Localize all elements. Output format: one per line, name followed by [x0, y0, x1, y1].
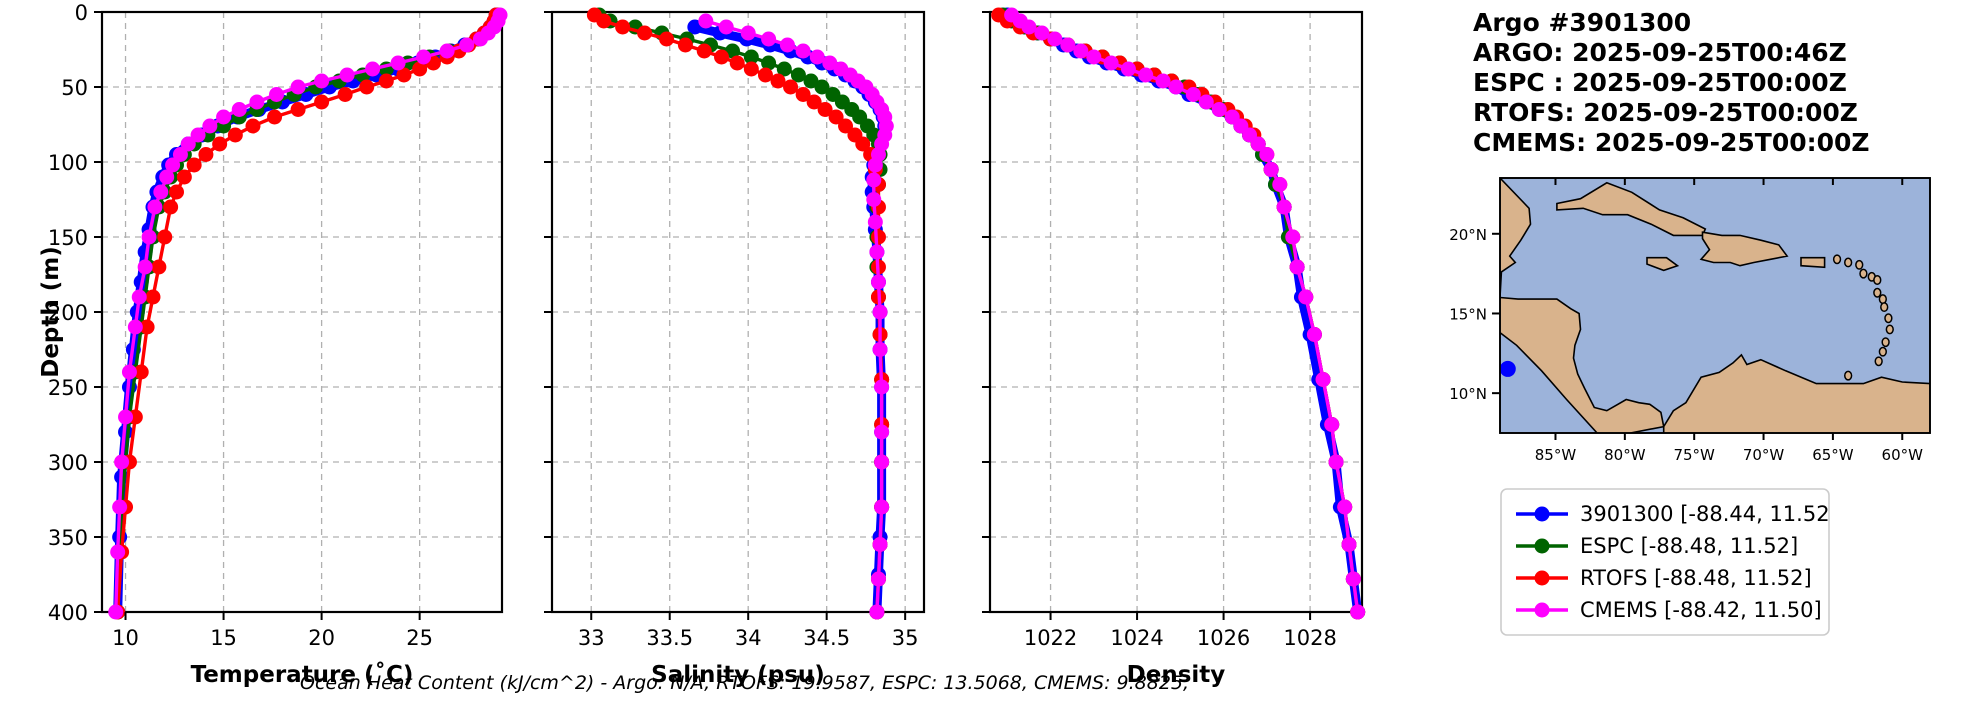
- legend-svg: 3901300 [-88.44, 11.52] ESPC [-88.48, 11.…: [1500, 488, 1830, 636]
- series-CMEMS: [698, 13, 894, 620]
- density-panel: 1022 1024 1026 1028 Density: [960, 0, 1380, 710]
- series-3901300: [110, 7, 504, 620]
- x-tick-label: 33.5: [646, 626, 693, 650]
- y-tick-label: 400: [48, 601, 88, 625]
- map-svg: 85°W 80°W 75°W 70°W 65°W 60°W 20°N 15°N 10°N: [1450, 177, 1931, 464]
- y-tick-label: 150: [48, 226, 88, 250]
- map-lon-tick: 80°W: [1604, 446, 1646, 464]
- map-landmasses: [1500, 178, 1930, 433]
- map-lon-tick: 65°W: [1812, 446, 1854, 464]
- series-ESPC: [591, 7, 890, 620]
- x-tick-label: 20: [308, 626, 335, 650]
- y-axis-title: Depth (m): [40, 246, 64, 378]
- float-location-marker[interactable]: [1499, 360, 1516, 377]
- x-axis-title: Density: [1127, 662, 1226, 688]
- legend-item-espc[interactable]: ESPC [-88.48, 11.52]: [1516, 534, 1798, 558]
- y-tick-label: 200: [48, 301, 88, 325]
- x-tick-label: 34.5: [803, 626, 850, 650]
- map-lon-tick: 70°W: [1743, 446, 1785, 464]
- ocean-heat-content-caption: Ocean Heat Content (kJ/cm^2) - Argo: N/A…: [300, 672, 1189, 694]
- y-tick-label: 300: [48, 451, 88, 475]
- legend-item-rtofs[interactable]: RTOFS [-88.48, 11.52]: [1516, 566, 1812, 590]
- header-line-3: RTOFS: 2025-09-25T00:00Z: [1473, 98, 1858, 127]
- header-line-1: ARGO: 2025-09-25T00:46Z: [1473, 38, 1847, 67]
- header-line-2: ESPC : 2025-09-25T00:00Z: [1473, 68, 1847, 97]
- temperature-profile-svg: 10 15 20 25050100150200250300350400Temperat…: [40, 1, 508, 688]
- x-tick-label: 10: [112, 626, 139, 650]
- header-block: Argo #3901300 ARGO: 2025-09-25T00:46Z ESPC…: [1473, 8, 1870, 158]
- map-lon-tick: 75°W: [1673, 446, 1715, 464]
- x-axis-title: Temperature (˚C): [191, 661, 414, 688]
- x-axis-title: Salinity (psu): [651, 662, 825, 688]
- caption-text: Ocean Heat Content (kJ/cm^2) - Argo: N/A…: [300, 672, 1190, 694]
- x-tick-label: 33: [578, 626, 605, 650]
- map-lat-tick: 20°N: [1450, 226, 1487, 244]
- y-tick-label: 350: [48, 526, 88, 550]
- salinity-profile-svg: 33 33.5 34 34.5 35 Salinity (psu): [544, 7, 926, 688]
- series-CMEMS: [1004, 7, 1366, 620]
- y-tick-label: 250: [48, 376, 88, 400]
- map-lon-tick: 85°W: [1535, 446, 1577, 464]
- header-line-0: Argo #3901300: [1473, 8, 1692, 37]
- legend-item-cmems[interactable]: CMEMS [-88.42, 11.50]: [1516, 598, 1822, 622]
- x-tick-label: 35: [892, 626, 919, 650]
- y-tick-label: 0: [75, 1, 88, 25]
- legend-item-label: 3901300 [-88.44, 11.52]: [1580, 502, 1830, 526]
- x-tick-label: 25: [406, 626, 433, 650]
- temperature-panel: 10 15 20 25 0 50 100 150 200 250 300 350 400 Temperat…: [40, 0, 520, 710]
- series-CMEMS: [108, 7, 508, 620]
- legend-box: [1500, 488, 1830, 636]
- series-legend: 3901300 [-88.44, 11.52] ESPC [-88.48, 11.…: [1500, 488, 1830, 636]
- x-tick-label: 1024: [1110, 626, 1163, 650]
- map-lesser-antilles: [1832, 254, 1894, 381]
- legend-item-label: CMEMS [-88.42, 11.50]: [1580, 598, 1822, 622]
- legend-item-label: RTOFS [-88.48, 11.52]: [1580, 566, 1812, 590]
- location-map: 85°W 80°W 75°W 70°W 65°W 60°W 20°N 15°N 10°N: [1450, 172, 1950, 488]
- salinity-panel: 33 33.5 34 34.5 35 Salinity (psu): [522, 0, 942, 710]
- map-lat-tick: 15°N: [1450, 305, 1487, 323]
- legend-item-argo[interactable]: 3901300 [-88.44, 11.52]: [1516, 502, 1830, 526]
- series-3901300: [687, 19, 893, 620]
- x-tick-label: 1028: [1283, 626, 1336, 650]
- density-profile-svg: 1022 1024 1026 1028 Density: [982, 7, 1366, 688]
- x-tick-label: 15: [210, 626, 237, 650]
- y-tick-label: 100: [48, 151, 88, 175]
- x-tick-label: 1026: [1197, 626, 1250, 650]
- legend-item-label: ESPC [-88.48, 11.52]: [1580, 534, 1798, 558]
- x-tick-label: 1022: [1024, 626, 1077, 650]
- map-lat-tick: 10°N: [1450, 385, 1487, 403]
- x-tick-label: 34: [735, 626, 762, 650]
- y-tick-label: 50: [61, 76, 88, 100]
- map-lon-tick: 60°W: [1882, 446, 1924, 464]
- header-line-4: CMEMS: 2025-09-25T00:00Z: [1473, 128, 1870, 157]
- gridlines: [102, 12, 502, 612]
